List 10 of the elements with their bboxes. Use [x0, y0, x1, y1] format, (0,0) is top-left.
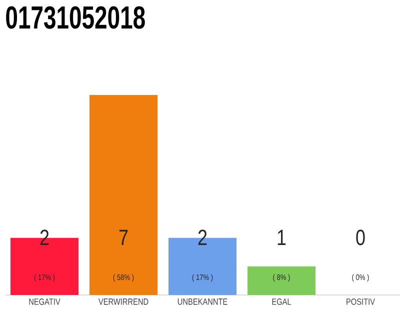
x-tick-label: UNBEKANNTE: [178, 298, 228, 305]
data-label: 1: [278, 230, 286, 245]
data-label: 0: [356, 230, 365, 246]
x-tick-label: POSITIV: [346, 298, 375, 305]
x-tick-label: NEGATIV: [29, 298, 60, 305]
data-label: 2: [198, 230, 207, 245]
x-tick-label: VERWIRREND: [98, 298, 148, 305]
chart-title: 01731052018: [6, 6, 145, 29]
data-label: 7: [119, 230, 128, 245]
x-tick-label: EGAL: [272, 298, 292, 305]
